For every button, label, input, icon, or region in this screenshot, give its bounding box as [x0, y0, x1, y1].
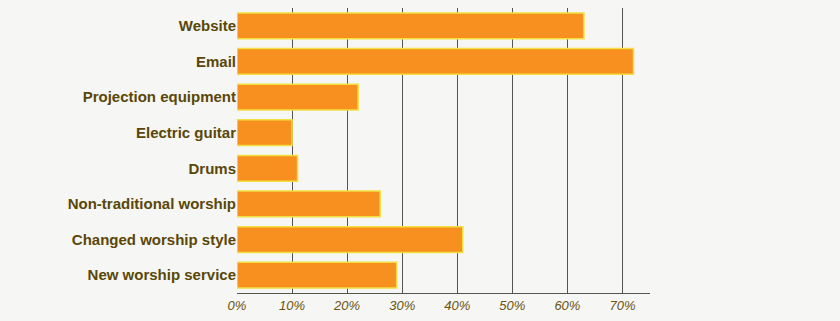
svg-text:Electric guitar: Electric guitar [136, 124, 236, 141]
svg-text:50%: 50% [499, 298, 525, 313]
svg-text:Email: Email [196, 53, 236, 70]
svg-text:70%: 70% [609, 298, 635, 313]
svg-text:Projection equipment: Projection equipment [83, 88, 236, 105]
svg-text:40%: 40% [444, 298, 470, 313]
svg-text:Non-traditional worship: Non-traditional worship [68, 195, 236, 212]
svg-text:10%: 10% [279, 298, 305, 313]
svg-text:30%: 30% [389, 298, 415, 313]
svg-text:New worship service: New worship service [88, 266, 236, 283]
svg-text:0%: 0% [228, 298, 247, 313]
svg-text:Changed worship style: Changed worship style [72, 231, 236, 248]
svg-text:20%: 20% [333, 298, 360, 313]
svg-text:Drums: Drums [188, 160, 236, 177]
svg-text:60%: 60% [554, 298, 580, 313]
svg-text:Website: Website [179, 17, 236, 34]
